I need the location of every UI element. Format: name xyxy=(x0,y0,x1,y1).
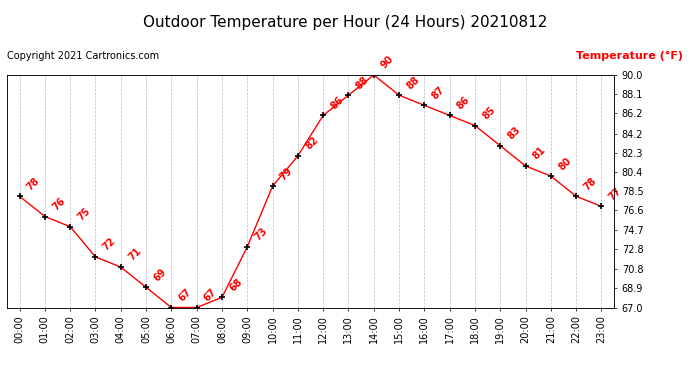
Text: 86: 86 xyxy=(455,94,472,111)
Text: 80: 80 xyxy=(556,155,573,172)
Text: 87: 87 xyxy=(430,84,446,101)
Text: 79: 79 xyxy=(278,165,295,182)
Text: 76: 76 xyxy=(50,196,67,212)
Text: 85: 85 xyxy=(480,105,497,122)
Text: 75: 75 xyxy=(76,206,92,222)
Text: 73: 73 xyxy=(253,226,269,243)
Text: 90: 90 xyxy=(380,54,396,71)
Text: 88: 88 xyxy=(404,74,422,91)
Text: 67: 67 xyxy=(177,287,193,303)
Text: 82: 82 xyxy=(304,135,320,152)
Text: 83: 83 xyxy=(506,125,522,142)
Text: 69: 69 xyxy=(152,267,168,283)
Text: 71: 71 xyxy=(126,246,143,263)
Text: 78: 78 xyxy=(25,176,42,192)
Text: 81: 81 xyxy=(531,145,548,162)
Text: 77: 77 xyxy=(607,186,624,202)
Text: 68: 68 xyxy=(228,276,244,293)
Text: 72: 72 xyxy=(101,236,117,253)
Text: 67: 67 xyxy=(202,287,219,303)
Text: 86: 86 xyxy=(328,94,346,111)
Text: 78: 78 xyxy=(582,176,598,192)
Text: Temperature (°F): Temperature (°F) xyxy=(576,51,683,61)
Text: 88: 88 xyxy=(354,74,371,91)
Text: Copyright 2021 Cartronics.com: Copyright 2021 Cartronics.com xyxy=(7,51,159,61)
Text: Outdoor Temperature per Hour (24 Hours) 20210812: Outdoor Temperature per Hour (24 Hours) … xyxy=(143,15,547,30)
